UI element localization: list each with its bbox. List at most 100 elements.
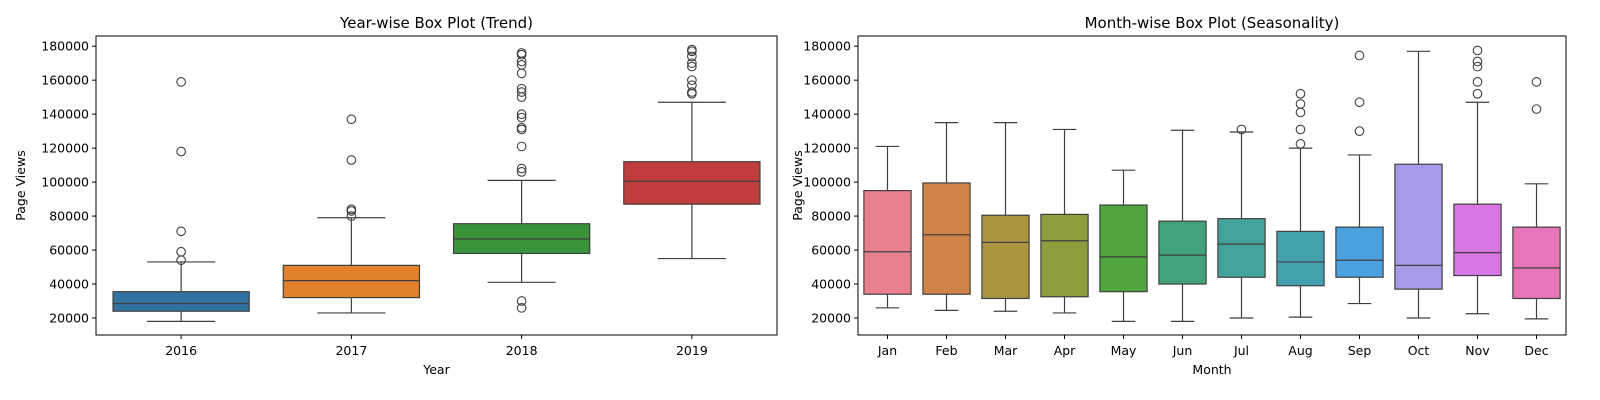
outlier-point: [1295, 88, 1306, 99]
box-Sep: [1335, 50, 1384, 305]
outlier-point: [1472, 77, 1483, 87]
outlier-point: [1295, 124, 1306, 135]
iqr-box: [1040, 213, 1089, 298]
outlier-point: [516, 302, 527, 313]
box-2019: [623, 44, 761, 260]
outlier-point: [1472, 88, 1483, 99]
iqr-box: [1217, 218, 1266, 278]
x-tick-label: Dec: [1524, 343, 1548, 358]
x-axis-label: Month: [1192, 362, 1231, 377]
outlier-point: [1472, 56, 1483, 67]
iqr-box: [623, 161, 761, 205]
outlier-point: [176, 146, 186, 157]
x-tick-label: Nov: [1465, 343, 1490, 358]
chart-title: Year-wise Box Plot (Trend): [339, 14, 533, 32]
y-tick-label: 180000: [41, 39, 89, 54]
box-2017: [282, 114, 421, 314]
iqr-box: [1158, 220, 1207, 285]
x-tick-label: May: [1111, 343, 1137, 358]
box-Aug: [1276, 88, 1325, 318]
box-May: [1099, 169, 1148, 323]
x-tick-label: Jan: [877, 343, 897, 358]
box-Nov: [1453, 45, 1502, 315]
y-tick-label: 80000: [49, 209, 89, 224]
x-tick-label: Apr: [1054, 343, 1076, 358]
y-tick-label: 160000: [41, 73, 89, 88]
y-tick-label: 20000: [49, 311, 89, 326]
x-tick-label: Aug: [1288, 343, 1312, 358]
x-tick-label: Mar: [994, 343, 1018, 358]
outlier-point: [687, 58, 697, 69]
y-tick-label: 140000: [803, 107, 851, 122]
outlier-point: [516, 83, 527, 94]
iqr-box: [922, 182, 971, 295]
outlier-point: [516, 92, 527, 103]
outlier-point: [687, 61, 697, 72]
iqr-box: [1099, 204, 1148, 293]
outlier-point: [516, 296, 527, 306]
iqr-box: [1276, 230, 1325, 287]
outlier-point: [176, 246, 186, 257]
box-Mar: [981, 122, 1030, 312]
outlier-point: [516, 112, 527, 123]
x-tick-label: Jul: [1233, 343, 1249, 358]
box-Oct: [1394, 50, 1443, 319]
y-axis-label: Page Views: [790, 150, 805, 220]
x-tick-label: Jun: [1172, 343, 1193, 358]
box-2018: [452, 48, 591, 313]
outlier-point: [1531, 77, 1542, 87]
outlier-point: [516, 109, 527, 119]
iqr-box: [1335, 226, 1384, 278]
x-tick-label: Oct: [1408, 343, 1430, 358]
outlier-point: [1472, 45, 1483, 56]
outlier-point: [1295, 139, 1306, 149]
y-tick-label: 100000: [41, 175, 89, 190]
iqr-box: [112, 291, 250, 312]
outlier-point: [346, 211, 357, 221]
outlier-point: [687, 51, 697, 62]
iqr-box: [1453, 203, 1502, 277]
iqr-box: [1394, 163, 1443, 290]
y-tick-label: 180000: [803, 39, 851, 54]
outlier-point: [346, 155, 357, 165]
outlier-point: [516, 122, 527, 133]
box-Jan: [863, 145, 912, 309]
x-tick-label: 2018: [506, 343, 538, 358]
outlier-point: [176, 77, 186, 87]
y-tick-label: 140000: [41, 107, 89, 122]
outlier-point: [1354, 97, 1365, 108]
y-tick-label: 120000: [41, 141, 89, 156]
outlier-point: [1531, 104, 1542, 114]
y-tick-label: 60000: [811, 243, 851, 258]
outlier-point: [516, 60, 527, 70]
outlier-point: [1295, 99, 1306, 109]
outlier-point: [1354, 50, 1365, 61]
x-tick-label: Sep: [1348, 343, 1372, 358]
box-2016: [112, 77, 250, 323]
box-Jun: [1158, 129, 1207, 323]
iqr-box: [282, 264, 421, 299]
iqr-box: [1512, 226, 1561, 300]
outlier-point: [516, 163, 527, 174]
box-Jul: [1217, 124, 1266, 319]
outlier-point: [687, 80, 697, 91]
iqr-box: [981, 214, 1030, 300]
y-tick-label: 100000: [803, 175, 851, 190]
year-box-chart: Year-wise Box Plot (Trend) Year Page Vie…: [13, 14, 778, 377]
x-tick-label: 2016: [165, 343, 197, 358]
outlier-point: [516, 141, 527, 152]
y-tick-label: 20000: [811, 311, 851, 326]
outlier-point: [1236, 124, 1247, 135]
x-tick-label: Feb: [935, 343, 957, 358]
outlier-point: [516, 87, 527, 97]
x-tick-label: 2017: [335, 343, 367, 358]
outlier-point: [687, 44, 697, 55]
box-Apr: [1040, 128, 1089, 314]
month-box-chart: Month-wise Box Plot (Seasonality) Month …: [790, 14, 1567, 377]
outlier-point: [687, 87, 697, 97]
y-tick-label: 40000: [49, 277, 89, 292]
plot-frame: [857, 35, 1567, 336]
outlier-point: [687, 75, 697, 86]
box-Dec: [1512, 77, 1561, 320]
